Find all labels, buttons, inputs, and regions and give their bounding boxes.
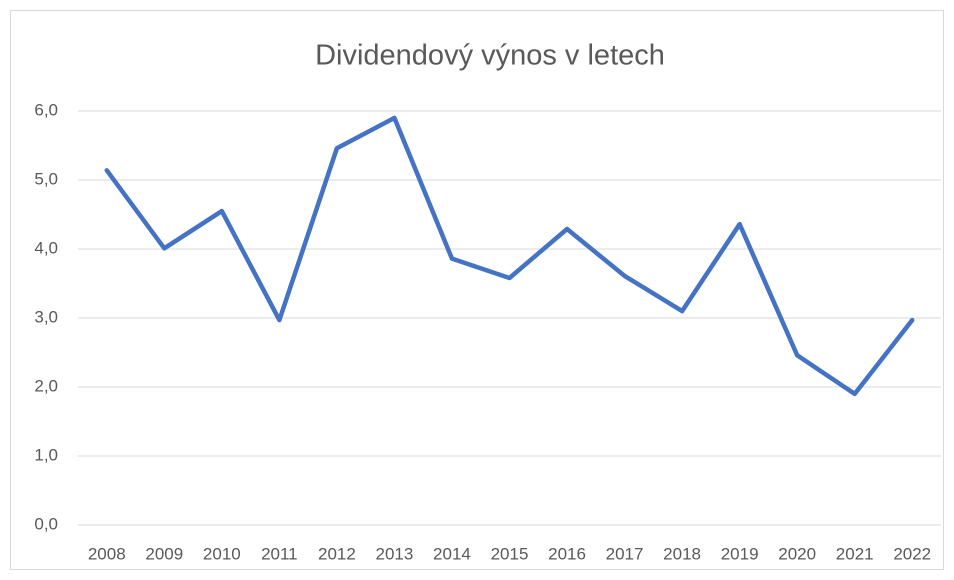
x-tick-label: 2008 xyxy=(88,544,126,563)
x-tick-label: 2013 xyxy=(376,544,414,563)
x-tick-label: 2017 xyxy=(606,544,644,563)
y-tick-label: 0,0 xyxy=(34,514,58,533)
x-tick-label: 2011 xyxy=(261,544,298,563)
y-tick-label: 4,0 xyxy=(34,238,58,257)
data-line xyxy=(104,115,915,397)
y-tick-label: 1,0 xyxy=(34,445,58,464)
y-tick-label: 5,0 xyxy=(34,169,58,188)
x-tick-label: 2019 xyxy=(721,544,759,563)
x-tick-label: 2015 xyxy=(491,544,529,563)
x-tick-label: 2010 xyxy=(203,544,241,563)
x-tick-label: 2018 xyxy=(663,544,701,563)
x-tick-label: 2014 xyxy=(433,544,471,563)
x-tick-label: 2022 xyxy=(893,544,931,563)
chart-title: Dividendový výnos v letech xyxy=(315,40,665,72)
x-tick-label: 2012 xyxy=(318,544,356,563)
chart-border xyxy=(10,10,944,570)
x-tick-label: 2021 xyxy=(836,544,874,563)
x-tick-label: 2016 xyxy=(548,544,586,563)
x-tick-label: 2009 xyxy=(145,544,183,563)
x-tick-label: 2020 xyxy=(778,544,816,563)
y-tick-label: 2,0 xyxy=(34,376,58,395)
y-tick-label: 3,0 xyxy=(34,307,58,326)
y-tick-label: 6,0 xyxy=(34,100,58,119)
